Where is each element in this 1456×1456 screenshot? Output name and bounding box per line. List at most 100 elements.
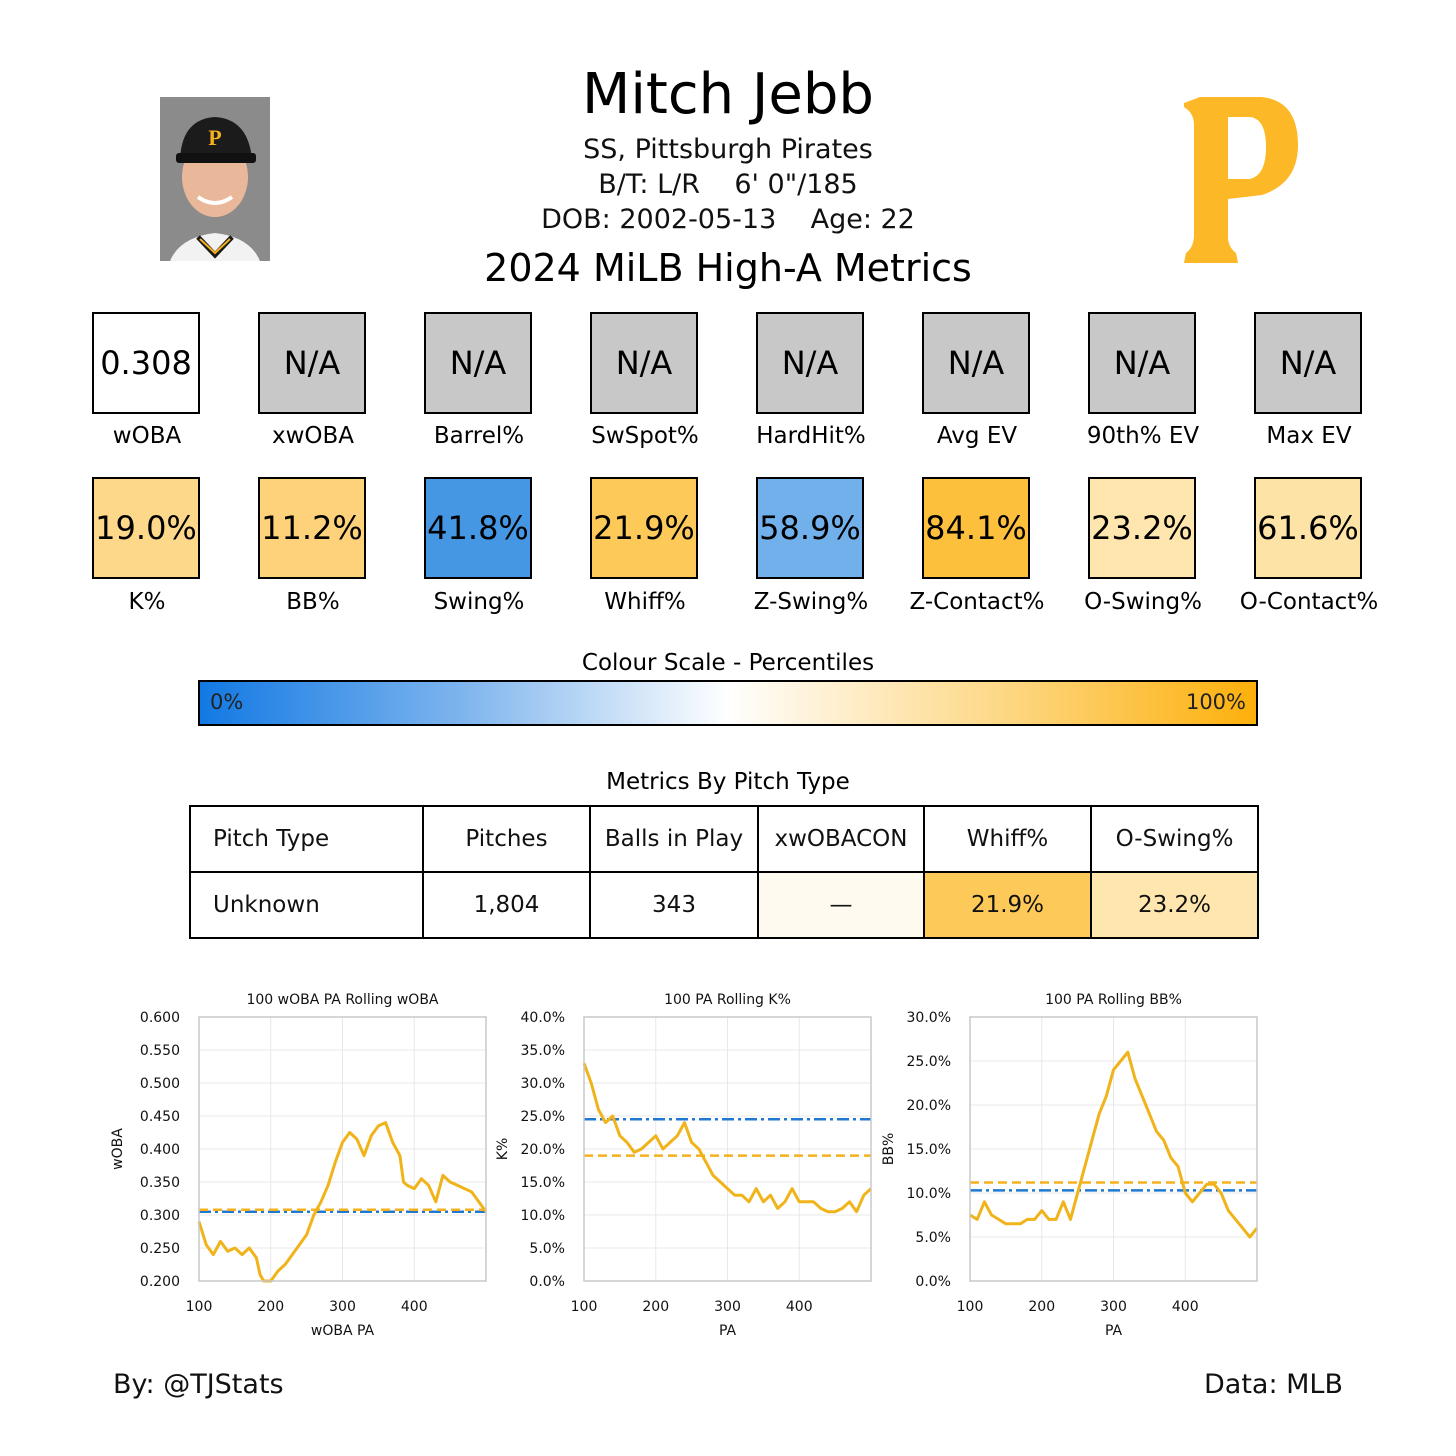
player-name: Mitch Jebb — [582, 62, 874, 127]
player-position-team: SS, Pittsburgh Pirates — [583, 134, 873, 165]
y-tick-label: 10.0% — [521, 1208, 565, 1224]
player-physical: B/T: L/R 6' 0"/185 — [428, 169, 1028, 200]
table-header-cell: Balls in Play — [589, 805, 759, 873]
metric-value-box: 0.308 — [92, 312, 200, 414]
y-tick-label: 15.0% — [907, 1142, 951, 1158]
y-tick-label: 25.0% — [521, 1109, 565, 1125]
x-axis-label: PA — [719, 1323, 737, 1339]
y-tick-label: 30.0% — [907, 1010, 951, 1026]
metric-label: Swing% — [433, 589, 525, 615]
table-header-row: Pitch Type Pitches Balls in Play xwOBACO… — [189, 805, 1259, 873]
y-tick-label: 0.200 — [140, 1274, 180, 1290]
table-row: Unknown 1,804 343 — 21.9% 23.2% — [189, 871, 1259, 939]
y-axis-label: wOBA — [110, 1128, 126, 1170]
pitch-type-table: Pitch Type Pitches Balls in Play xwOBACO… — [189, 805, 1259, 939]
y-tick-label: 0.250 — [140, 1241, 180, 1257]
pitch-table-title: Metrics By Pitch Type — [606, 769, 850, 795]
y-tick-label: 30.0% — [521, 1076, 565, 1092]
metric-value-box: 58.9% — [756, 477, 864, 579]
metric-value-box: N/A — [922, 312, 1030, 414]
metric-value-box: N/A — [1254, 312, 1362, 414]
metric-value-box: 41.8% — [424, 477, 532, 579]
y-tick-label: 0.350 — [140, 1175, 180, 1191]
dob: DOB: 2002-05-13 — [541, 204, 777, 235]
color-scale-bar: 0% 100% — [198, 680, 1258, 726]
x-tick-label: 100 — [957, 1299, 984, 1315]
metric-label: BB% — [286, 589, 340, 615]
chart-title: 100 PA Rolling K% — [664, 992, 791, 1008]
metric-label: Z-Contact% — [909, 589, 1045, 615]
chart-title: 100 PA Rolling BB% — [1045, 992, 1182, 1008]
table-cell: 343 — [589, 871, 759, 939]
y-tick-label: 0.300 — [140, 1208, 180, 1224]
y-tick-label: 35.0% — [521, 1043, 565, 1059]
table-header-cell: Pitches — [422, 805, 591, 873]
x-tick-label: 400 — [401, 1299, 428, 1315]
metric-label: 90th% EV — [1086, 423, 1200, 449]
metric-label: O-Swing% — [1084, 589, 1202, 615]
metric-label: K% — [128, 589, 166, 615]
svg-text:P: P — [208, 125, 221, 150]
player-headshot: P — [160, 97, 270, 261]
bats-throws: B/T: L/R — [598, 169, 700, 200]
footer-source: Data: MLB — [1203, 1369, 1343, 1400]
y-tick-label: 20.0% — [521, 1142, 565, 1158]
x-axis-label: PA — [1105, 1323, 1123, 1339]
season-title: 2024 MiLB High-A Metrics — [484, 246, 972, 290]
table-header-cell: xwOBACON — [757, 805, 925, 873]
metric-label: Barrel% — [433, 423, 525, 449]
metric-label: Max EV — [1266, 423, 1352, 449]
x-tick-label: 300 — [1100, 1299, 1127, 1315]
metric-label: HardHit% — [756, 423, 866, 449]
y-tick-label: 0.600 — [140, 1010, 180, 1026]
metric-label: SwSpot% — [591, 423, 699, 449]
chart-frame — [583, 1016, 872, 1282]
metric-value-box: N/A — [590, 312, 698, 414]
chart-frame — [969, 1016, 1258, 1282]
y-tick-label: 10.0% — [907, 1186, 951, 1202]
y-axis-label: BB% — [881, 1133, 897, 1166]
x-tick-label: 300 — [329, 1299, 356, 1315]
pirates-p-logo-icon — [1184, 97, 1298, 263]
table-header-cell: Whiff% — [923, 805, 1092, 873]
y-tick-label: 0.450 — [140, 1109, 180, 1125]
metric-label: wOBA — [112, 423, 182, 449]
metric-label: Avg EV — [936, 423, 1018, 449]
y-tick-label: 0.400 — [140, 1142, 180, 1158]
metric-value-box: N/A — [756, 312, 864, 414]
footer-credit: By: @TJStats — [113, 1369, 284, 1400]
color-scale-title: Colour Scale - Percentiles — [581, 650, 875, 676]
y-tick-label: 0.0% — [529, 1274, 565, 1290]
metric-value-box: 21.9% — [590, 477, 698, 579]
metric-label: Z-Swing% — [753, 589, 869, 615]
color-scale-max-label: 100% — [1185, 690, 1246, 714]
age: Age: 22 — [810, 204, 915, 235]
y-tick-label: 0.550 — [140, 1043, 180, 1059]
metric-value-box: N/A — [424, 312, 532, 414]
team-logo — [1180, 95, 1302, 265]
chart-title: 100 wOBA PA Rolling wOBA — [246, 992, 438, 1008]
metric-value-box: 19.0% — [92, 477, 200, 579]
y-axis-label: K% — [495, 1138, 511, 1160]
y-tick-label: 0.500 — [140, 1076, 180, 1092]
x-tick-label: 100 — [571, 1299, 598, 1315]
y-tick-label: 20.0% — [907, 1098, 951, 1114]
table-cell: Unknown — [189, 871, 424, 939]
height-weight: 6' 0"/185 — [734, 169, 858, 200]
chart-frame — [198, 1016, 487, 1282]
player-dob-age: DOB: 2002-05-13 Age: 22 — [428, 204, 1028, 235]
metric-label: O-Contact% — [1239, 589, 1379, 615]
metric-value-box: N/A — [258, 312, 366, 414]
color-scale-min-label: 0% — [210, 690, 244, 714]
table-cell: 23.2% — [1090, 871, 1259, 939]
metric-value-box: 84.1% — [922, 477, 1030, 579]
metric-value-box: 11.2% — [258, 477, 366, 579]
y-tick-label: 15.0% — [521, 1175, 565, 1191]
y-tick-label: 40.0% — [521, 1010, 565, 1026]
table-cell: — — [757, 871, 925, 939]
table-cell: 21.9% — [923, 871, 1092, 939]
table-header-cell: O-Swing% — [1090, 805, 1259, 873]
metric-label: Whiff% — [604, 589, 686, 615]
x-axis-label: wOBA PA — [311, 1323, 375, 1339]
metric-value-box: 61.6% — [1254, 477, 1362, 579]
